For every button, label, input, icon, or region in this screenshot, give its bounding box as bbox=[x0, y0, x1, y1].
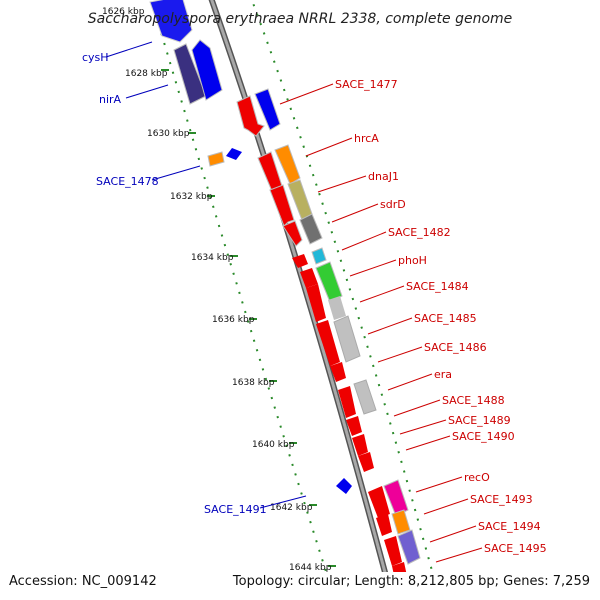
gene-label[interactable]: SACE_1490 bbox=[452, 430, 515, 443]
gene-label[interactable]: SACE_1488 bbox=[442, 394, 505, 407]
gene-label[interactable]: nirA bbox=[99, 93, 122, 106]
gene-label[interactable]: SACE_1489 bbox=[448, 414, 511, 427]
gene-label[interactable]: hrcA bbox=[354, 132, 379, 145]
gene-label[interactable]: SACE_1477 bbox=[335, 78, 398, 91]
gene-label[interactable]: cysH bbox=[82, 51, 109, 64]
gene-label[interactable]: dnaJ1 bbox=[368, 170, 399, 183]
right-label-connectors bbox=[279, 83, 483, 563]
tick-marks bbox=[161, 69, 336, 567]
left-label-connectors bbox=[105, 41, 307, 509]
gene-label[interactable]: SACE_1494 bbox=[478, 520, 541, 533]
tick-label: 1636 kbp bbox=[212, 315, 255, 325]
gene-label[interactable]: SACE_1491 bbox=[204, 503, 267, 516]
tick-label: 1632 kbp bbox=[170, 192, 213, 202]
tick-label: 1638 kbp bbox=[232, 378, 275, 388]
tick-label: 1630 kbp bbox=[147, 129, 190, 139]
gene-label[interactable]: SACE_1485 bbox=[414, 312, 477, 325]
map-title: Saccharopolyspora erythraea NRRL 2338, c… bbox=[88, 11, 513, 27]
tick-label: 1634 kbp bbox=[191, 253, 234, 263]
gene-label[interactable]: SACE_1478 bbox=[96, 175, 159, 188]
gene-label[interactable]: SACE_1495 bbox=[484, 542, 547, 555]
gene-label[interactable]: phoH bbox=[398, 254, 427, 267]
topology-text: Topology: circular; Length: 8,212,805 bp… bbox=[232, 574, 590, 589]
tick-label: 1642 kbp bbox=[270, 503, 313, 513]
gene-label[interactable]: SACE_1484 bbox=[406, 280, 469, 293]
gene-label[interactable]: SACE_1486 bbox=[424, 341, 487, 354]
genes-minus-strand bbox=[149, 0, 352, 494]
backbone-highlight bbox=[210, 0, 387, 572]
gene-label[interactable]: SACE_1493 bbox=[470, 493, 533, 506]
genes-plus-strand bbox=[236, 88, 421, 572]
gene-label[interactable]: era bbox=[434, 368, 452, 381]
gene-label[interactable]: sdrD bbox=[380, 198, 406, 211]
tick-label: 1628 kbp bbox=[125, 69, 168, 79]
gene-label[interactable]: recO bbox=[464, 471, 490, 484]
gene-label[interactable]: SACE_1482 bbox=[388, 226, 451, 239]
tick-label: 1640 kbp bbox=[252, 440, 295, 450]
accession-text: Accession: NC_009142 bbox=[9, 574, 157, 589]
tick-label: 1626 kbp bbox=[102, 7, 145, 17]
tick-label: 1644 kbp bbox=[289, 563, 332, 573]
